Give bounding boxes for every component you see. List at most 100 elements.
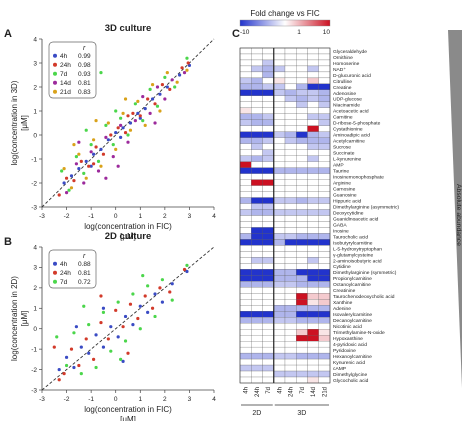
- heatmap-cell: [318, 263, 331, 270]
- heatmap-cell: [273, 89, 286, 96]
- heatmap-cell: [284, 89, 297, 96]
- legend-marker-7d: [53, 71, 57, 76]
- data-point-4h: [153, 292, 157, 296]
- heatmap-cell: [284, 191, 297, 198]
- heatmap-cell: [273, 191, 286, 198]
- heatmap-cell: [307, 173, 319, 180]
- data-point-7d: [141, 119, 145, 123]
- heatmap-cell: [296, 317, 308, 324]
- heatmap-cell: [239, 245, 252, 252]
- row-label: L-kynurenine: [333, 157, 362, 163]
- heatmap-cell: [307, 65, 319, 73]
- heatmap-cell: [296, 215, 308, 222]
- data-point-7d: [153, 314, 157, 319]
- row-label: Taurocholic acid: [333, 234, 368, 240]
- heatmap-cell: [296, 299, 308, 306]
- heatmap-cell: [296, 251, 308, 258]
- heatmap-cell: [251, 263, 263, 270]
- heatmap-cell: [262, 203, 274, 210]
- heatmap-cell: [296, 275, 308, 282]
- heatmap-cell: [273, 149, 286, 156]
- heatmap-cell: [251, 245, 263, 252]
- heatmap-cell: [296, 352, 308, 360]
- scatter-3d-culture: 3D culture -3 -2 -1 0 1 2 3 4 -3 -2 -1 0 1 2 3 4 log(conc…: [10, 23, 216, 241]
- row-label: 4-pyridoxic acid: [333, 342, 367, 348]
- heatmap-cell: [273, 317, 286, 324]
- heatmap-cell: [307, 83, 319, 91]
- data-point-14d: [141, 95, 145, 99]
- heatmap-cell: [318, 125, 331, 132]
- heatmap-cell: [251, 275, 263, 282]
- data-point-21d: [136, 99, 140, 103]
- heatmap-cell: [251, 107, 263, 114]
- data-point-4h: [143, 107, 147, 111]
- heatmap-cell: [318, 221, 331, 228]
- data-point-14d: [170, 78, 174, 82]
- data-point-21d: [158, 109, 162, 113]
- heatmap-cell: [239, 227, 252, 234]
- heatmap-cell: [262, 125, 274, 132]
- colorbar-max-label: 10: [323, 29, 331, 36]
- data-point-21d: [72, 143, 76, 147]
- heatmap-cell: [296, 119, 308, 126]
- heatmap-cell: [273, 346, 286, 354]
- legend-label: 7d: [60, 71, 68, 78]
- heatmap-cell: [307, 179, 319, 186]
- legend-box: [48, 41, 97, 99]
- heatmap-cell: [307, 346, 319, 354]
- heatmap-cell: [251, 239, 263, 246]
- data-point-24h: [77, 363, 81, 368]
- heatmap-cell: [251, 293, 263, 300]
- heatmap-cell: [273, 281, 286, 288]
- heatmap-cell: [251, 221, 263, 228]
- heatmap-cell: [273, 251, 286, 258]
- row-label: Nicotinic acid: [333, 324, 362, 330]
- heatmap-cell: [296, 209, 308, 216]
- heatmap-cell: [251, 376, 263, 384]
- heatmap-cell: [284, 323, 297, 330]
- heatmap-cell: [296, 364, 308, 372]
- row-label: Carnosine: [333, 186, 356, 192]
- heatmap-cell: [273, 65, 286, 73]
- row-label: Hippuric acid: [333, 198, 362, 204]
- data-point-7d: [170, 298, 174, 302]
- heatmap-cell: [239, 221, 252, 228]
- row-label: Adenosine: [333, 91, 356, 97]
- heatmap-cell: [239, 215, 252, 222]
- chart-title: 2D culture: [105, 231, 151, 242]
- heatmap-cell: [318, 89, 331, 96]
- heatmap-cell: [262, 329, 274, 336]
- heatmap-cell: [318, 209, 331, 216]
- heatmap-cell: [239, 155, 252, 162]
- heatmap-cell: [239, 197, 252, 204]
- heatmap-cell: [296, 161, 308, 168]
- row-label: cAMP: [333, 366, 346, 372]
- heatmap-cell: [251, 203, 263, 210]
- x-tick-label: 4: [212, 396, 216, 403]
- heatmap-cell: [284, 257, 297, 264]
- row-label: Deoxycytidine: [333, 210, 364, 216]
- heatmap-cell: [284, 203, 297, 210]
- heatmap-cell: [262, 107, 274, 114]
- heatmap-cell: [307, 131, 319, 138]
- data-point-24h: [143, 294, 147, 298]
- heatmap-cell: [262, 299, 274, 306]
- y-tick-label: -2: [31, 180, 37, 187]
- heatmap-cell: [262, 161, 274, 168]
- heatmap-cell: [284, 155, 297, 162]
- heatmap-cell: [307, 293, 319, 300]
- data-point-14d: [77, 140, 81, 144]
- heatmap-cell: [284, 197, 297, 204]
- heatmap-cell: [284, 173, 297, 180]
- data-point-7d: [111, 143, 115, 147]
- heatmap-cell: [318, 299, 331, 306]
- row-label: Decanoylcarnitine: [333, 318, 372, 324]
- data-point-14d: [119, 123, 123, 127]
- heatmap-cell: [318, 179, 331, 186]
- heatmap-cell: [262, 89, 274, 96]
- heatmap-cell: [296, 53, 308, 61]
- heatmap-cell: [239, 125, 252, 132]
- heatmap-cell: [273, 95, 286, 102]
- row-label: D-glucuronic acid: [333, 73, 371, 79]
